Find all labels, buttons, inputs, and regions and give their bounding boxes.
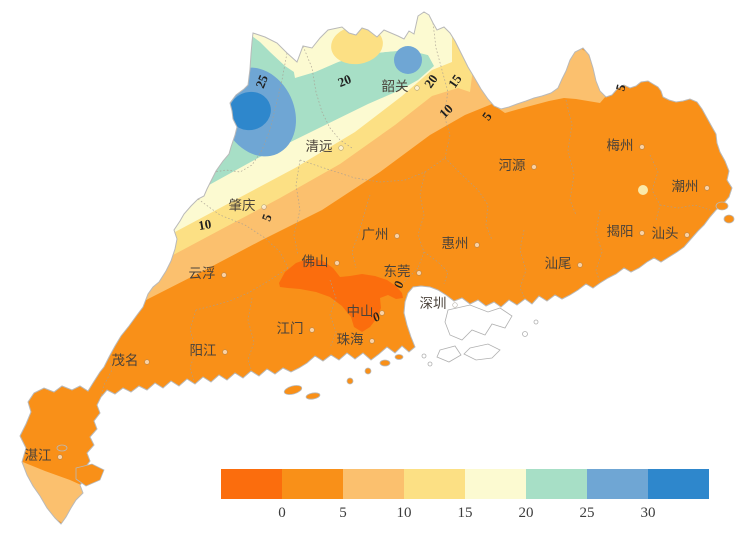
city-marker-dot	[474, 242, 480, 248]
contour-label: 5	[258, 211, 274, 223]
contour-label: 25	[252, 72, 271, 90]
region-label: 潮州	[672, 179, 699, 194]
city-marker-dot	[394, 233, 400, 239]
pale-spot-meizhou	[638, 185, 648, 195]
city-marker-dot	[222, 349, 228, 355]
region-label: 江门	[277, 321, 304, 336]
city-marker-dot	[639, 144, 645, 150]
city-marker-dot	[338, 145, 344, 151]
city-marker-dot	[369, 338, 375, 344]
region-label: 深圳	[420, 296, 447, 311]
city-marker-dot	[221, 272, 227, 278]
band-10-15-north-spot	[331, 25, 383, 65]
contour-label: 10	[197, 216, 212, 233]
region-label: 汕尾	[545, 256, 572, 271]
region-label: 云浮	[189, 266, 216, 281]
region-label: 清远	[306, 139, 333, 154]
region-label: 中山	[347, 304, 374, 319]
region-label: 茂名	[112, 352, 139, 368]
city-marker-dot	[452, 302, 458, 308]
legend-swatch	[587, 469, 648, 499]
legend-tick: 20	[519, 505, 534, 521]
region-label: 广州	[362, 227, 389, 242]
region-label: 惠州	[442, 236, 469, 251]
legend-swatch	[465, 469, 526, 499]
prefecture-borders	[100, 22, 711, 398]
band-below-0-delta	[279, 258, 403, 332]
region-label: 梅州	[607, 138, 634, 153]
legend-swatch	[343, 469, 404, 499]
legend-tick: 5	[339, 505, 347, 521]
legend-tick: 30	[641, 505, 656, 521]
region-label: 河源	[499, 158, 527, 173]
legend-tick: 10	[397, 505, 412, 521]
city-marker-dot	[57, 454, 63, 460]
city-marker-dot	[261, 204, 267, 210]
legend: 0 5 10 15 20 25 30	[221, 469, 709, 521]
region-label: 佛山	[302, 254, 329, 269]
city-marker-dot	[334, 260, 340, 266]
legend-swatch	[221, 469, 282, 499]
city-marker-dot	[684, 232, 690, 238]
city-marker-dot	[414, 85, 420, 91]
city-marker-dot	[309, 327, 315, 333]
region-label: 东莞	[384, 264, 411, 279]
coastline	[19, 11, 733, 525]
coastal-islands	[56, 201, 735, 487]
legend-tick: 0	[278, 505, 286, 521]
hongkong-outline-region	[421, 304, 539, 367]
city-marker-dot	[704, 185, 710, 191]
region-label: 珠海	[337, 332, 364, 347]
region-label: 汕头	[652, 226, 679, 241]
contour-label: 0	[390, 279, 406, 290]
region-label: 揭阳	[607, 224, 634, 239]
band-5-10-north-strip	[492, 48, 606, 113]
province-landmass	[20, 12, 732, 524]
legend-swatch	[648, 469, 709, 499]
city-marker-dot	[639, 230, 645, 236]
legend-swatch	[282, 469, 343, 499]
city-marker-dot	[577, 262, 583, 268]
band-30-plus-core	[229, 91, 271, 131]
city-marker-dot	[379, 310, 385, 316]
band-25-30-east-blob	[394, 46, 422, 74]
contour-label: 20	[336, 71, 354, 90]
legend-tick: 25	[580, 505, 595, 521]
legend-swatch	[404, 469, 465, 499]
legend-tick: 15	[458, 505, 473, 521]
region-label: 韶关	[382, 79, 409, 94]
city-marker-dot	[531, 164, 537, 170]
region-label: 湛江	[25, 448, 52, 463]
city-marker-dot	[416, 270, 422, 276]
contour-label: 5	[612, 82, 628, 93]
legend-swatch	[526, 469, 587, 499]
region-label: 阳江	[190, 343, 217, 358]
city-marker-dot	[144, 359, 150, 365]
region-label: 肇庆	[229, 198, 256, 213]
